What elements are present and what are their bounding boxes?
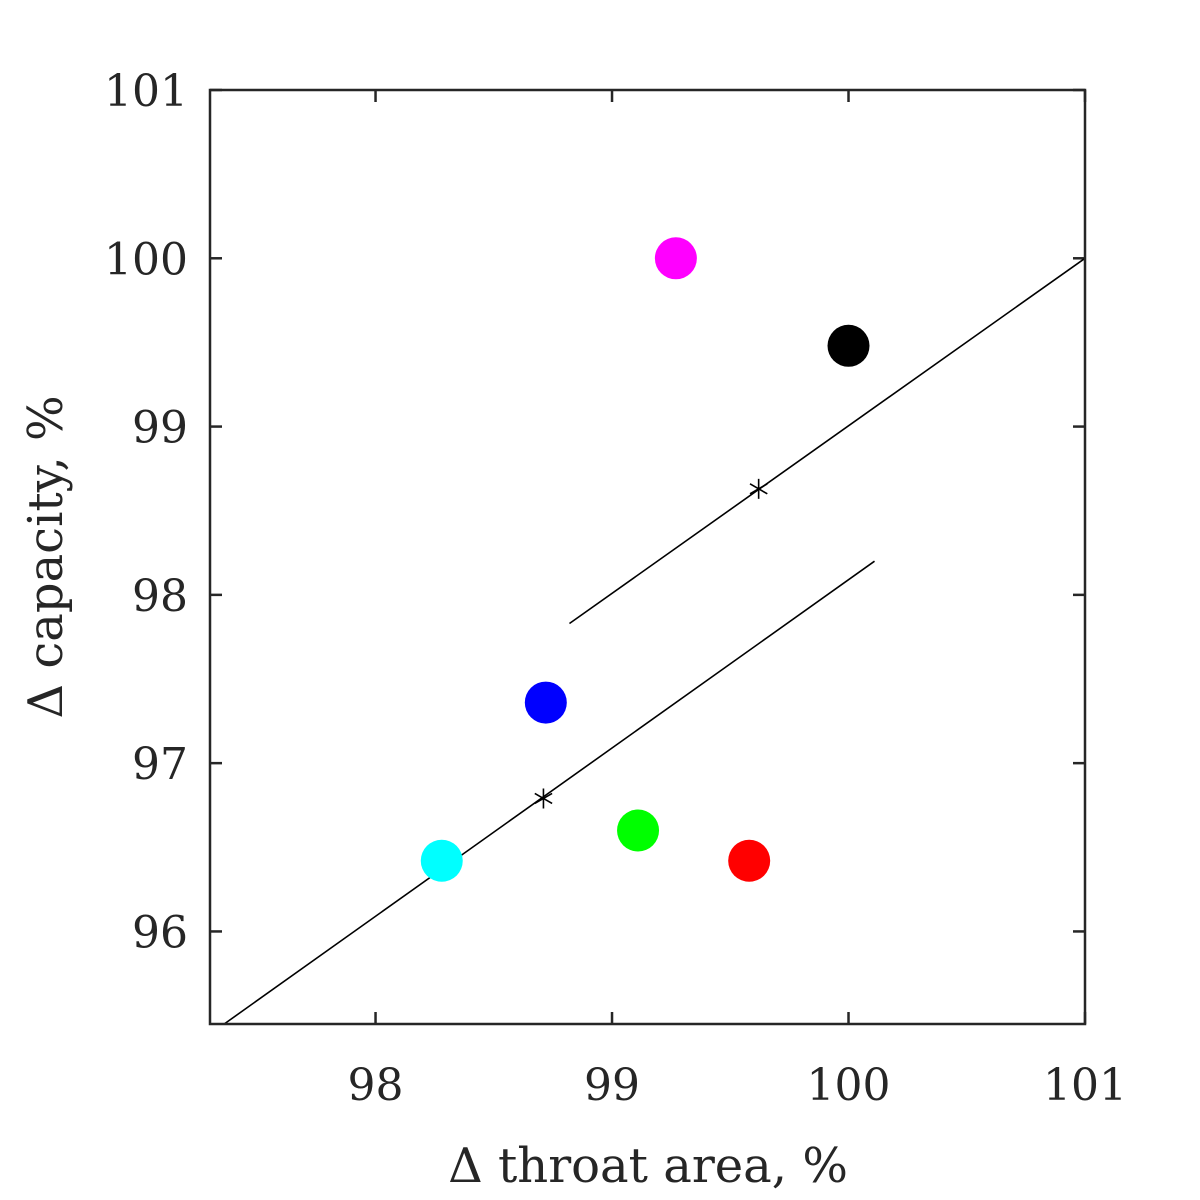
plot-frame: [208, 88, 1087, 1026]
axis-ticks: [210, 88, 1087, 1024]
y-tick-label: 99: [132, 403, 188, 454]
star-marker-1: [534, 788, 553, 809]
x-axis-label: Δ throat area, %: [448, 1138, 848, 1194]
data-point-3: [420, 839, 463, 882]
star-marker-0: [749, 478, 768, 499]
star-markers: [534, 478, 768, 809]
x-tick-label: 98: [348, 1060, 404, 1111]
data-points: [420, 237, 870, 882]
y-tick-labels: 96 97 98 99 100 101: [104, 66, 188, 958]
fit-lines: [223, 257, 1086, 1025]
fit-line-1: [223, 560, 875, 1025]
y-tick-label: 101: [104, 66, 188, 117]
y-tick-label: 100: [104, 234, 188, 285]
data-point-1: [827, 324, 870, 367]
x-tick-label: 100: [807, 1060, 891, 1111]
x-tick-label: 101: [1043, 1060, 1127, 1111]
x-tick-labels: 98 99 100 101: [348, 1060, 1127, 1111]
x-tick-label: 99: [584, 1060, 640, 1111]
data-point-5: [728, 839, 771, 882]
y-tick-label: 97: [132, 739, 188, 790]
data-point-0: [654, 237, 697, 280]
data-point-4: [617, 809, 660, 852]
fit-line-0: [568, 257, 1086, 625]
plot-background: [210, 90, 1085, 1024]
y-tick-label: 96: [132, 907, 188, 958]
y-tick-label: 98: [132, 571, 188, 622]
y-axis-label: Δ capacity, %: [18, 395, 74, 718]
data-point-2: [524, 681, 567, 724]
